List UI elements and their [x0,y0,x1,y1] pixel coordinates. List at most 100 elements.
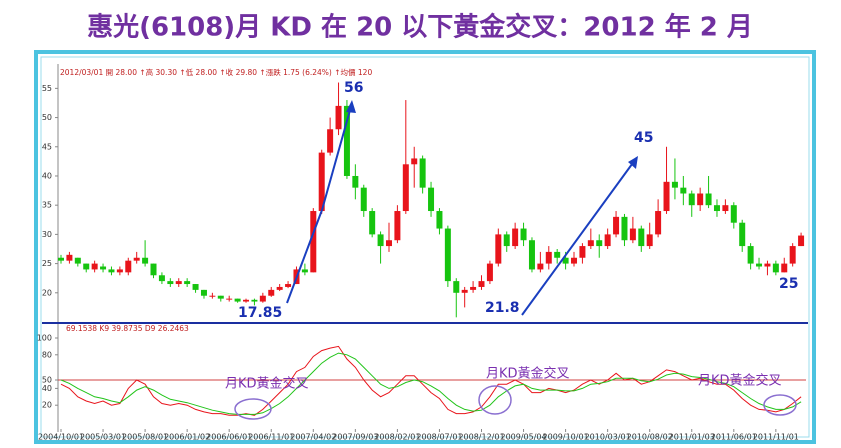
x-tick-label: 2010/08/02 [627,433,673,442]
candle-body [402,164,409,212]
price-header: 2012/03/01 開 28.00 ↑高 30.30 ↑低 28.00 ↑收 … [60,67,372,77]
x-tick-label: 2005/08/01 [122,433,168,442]
candle-body [369,211,376,235]
candle-body [83,263,90,270]
candle-body [772,263,779,273]
frame [34,50,816,444]
candle-body [268,289,275,296]
candle-body [116,269,123,273]
candle-body [411,158,418,165]
arrow [521,159,636,316]
candle-body [613,216,620,235]
x-tick-label: 2007/04/02 [290,433,336,442]
x-tick-label: 2006/11/01 [248,433,294,442]
x-tick-label: 2004/10/01 [38,433,84,442]
x-tick-label: 2009/05/04 [500,433,546,442]
title: 惠光(6108)月 KD 在 20 以下黃金交叉：2012 年 2 月 [87,12,753,43]
candle-body [419,158,426,188]
candle-body [175,281,182,285]
candle-body [251,299,258,302]
candle-body [385,240,392,247]
y-tick-label: 20 [42,401,52,410]
candle-body [646,234,653,247]
x-tick-label: 2008/02/01 [374,433,420,442]
y-tick-label: 30 [42,230,52,239]
highlight [234,398,272,420]
candle-body [756,263,763,267]
candle-body [478,281,485,287]
candle-body [150,263,157,276]
candle-body [697,193,704,206]
candle-body [200,289,207,296]
candle-body [554,251,561,258]
x-tick-label: 2011/01/03 [669,433,715,442]
candle-body [671,181,678,188]
candle-body [335,105,342,130]
candle-body [520,228,527,241]
candle-body [663,181,670,212]
candle-body [680,187,687,194]
candle-body [100,266,107,270]
candle-body [428,187,435,212]
candle-body [781,263,788,273]
x-tick-label: 2010/03/01 [585,433,631,442]
candle-body [327,129,334,153]
candle-body [285,284,292,287]
y-tick-label: 20 [42,288,52,297]
candle-body [629,228,636,241]
candle-body [655,211,662,235]
candle-body [486,263,493,282]
candle-body [705,193,712,206]
candle-body [167,281,174,285]
candle-body [91,263,98,270]
candle-body [545,251,552,264]
annotation: 月KD黃金交叉 [225,376,309,392]
candle-body [360,187,367,212]
candle-body [209,295,216,297]
candle-body [604,234,611,247]
candle-body [798,235,805,247]
candle-body [125,260,132,273]
x-tick-label: 2006/01/02 [164,433,210,442]
candle-body [453,281,460,293]
candle-body [436,211,443,229]
arrow-head [346,100,356,113]
candle-body [764,263,771,267]
annotation: 56 [344,80,363,96]
x-tick-label: 2009/10/01 [543,433,589,442]
candle-body [142,257,149,264]
candle-body [571,257,578,264]
kd-line [60,345,802,416]
candle-body [461,289,468,293]
candle-body [512,228,519,247]
x-tick-label: 2006/06/01 [206,433,252,442]
candle-body [579,246,586,258]
highlight [763,394,797,416]
y-tick-label: 25 [42,259,52,268]
x-tick-label: 2005/03/01 [80,433,126,442]
candle-body [377,234,384,247]
plot: 2025303540455055204050801002004/10/01200… [37,82,806,442]
candle-body [688,193,695,206]
arrow [321,102,353,211]
arrow-head [628,156,638,169]
arrow [286,209,323,304]
candle-body [192,284,199,290]
annotation: 45 [634,130,653,146]
candle-body [747,246,754,264]
candle-body [66,254,73,261]
candle-body [713,205,720,212]
y-tick-label: 50 [42,376,52,385]
candle-body [318,152,325,212]
kd-header: 69.1538 K9 39.8735 D9 26.2463 [66,324,189,333]
y-tick-label: 35 [42,201,52,210]
candle-body [444,228,451,282]
y-tick-label: 40 [42,171,52,180]
x-tick-label: 2007/09/03 [332,433,378,442]
x-tick-label: 2008/07/01 [416,433,462,442]
annotation: 25 [779,276,798,292]
candle-body [730,205,737,223]
candle-body [184,281,191,285]
candle-body [259,295,266,302]
